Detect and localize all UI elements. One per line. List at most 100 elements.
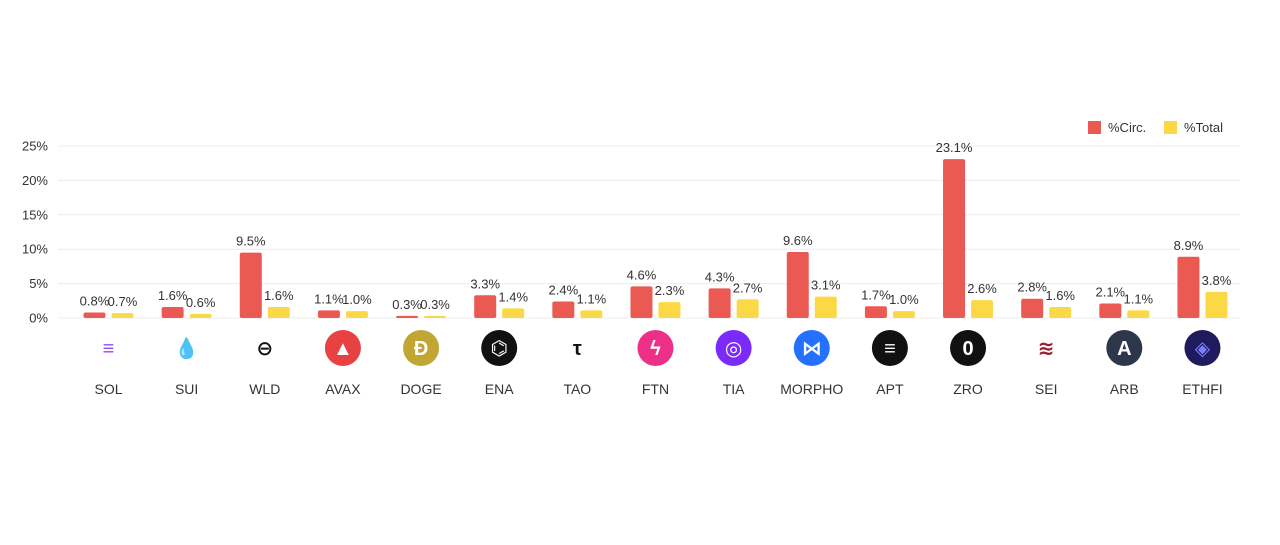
data-label: 2.7% (733, 280, 763, 295)
y-axis: 0% 5% 10% 15% 20% 25% (22, 139, 48, 326)
bar-circ-apt[interactable] (864, 306, 887, 318)
bar-total-wld[interactable] (267, 306, 290, 318)
bar-circ-avax[interactable] (317, 310, 340, 318)
bar-total-sol[interactable] (111, 313, 134, 318)
category-label: WLD (249, 381, 280, 397)
data-label: 3.8% (1202, 273, 1232, 288)
x-axis: SOL SUI WLD AVAX DOGE ENA TAO FTN TIA MORPHO APT ZR… (94, 381, 1222, 397)
svg-text:ϟ: ϟ (650, 338, 661, 360)
data-label: 2.6% (967, 281, 997, 296)
bar-total-ena[interactable] (502, 308, 525, 318)
svg-text:⌬: ⌬ (490, 338, 507, 360)
legend-item-total[interactable]: %Total (1164, 120, 1223, 135)
legend-label: %Circ. (1108, 120, 1146, 135)
y-tick-label: 15% (22, 207, 48, 222)
morpho-icon: ⋈ (793, 330, 830, 366)
svg-text:τ: τ (573, 338, 582, 360)
bar-circ-sol[interactable] (83, 312, 106, 318)
bar-total-doge[interactable] (424, 315, 447, 318)
svg-text:⋈: ⋈ (802, 338, 822, 360)
data-label: 1.0% (342, 292, 372, 307)
data-label: 3.1% (811, 278, 841, 293)
category-label: ZRO (953, 381, 983, 397)
data-label: 2.8% (1017, 280, 1047, 295)
category-label: ENA (485, 381, 514, 397)
category-label: APT (876, 381, 904, 397)
bar-total-sui[interactable] (189, 313, 212, 318)
data-label: 23.1% (936, 140, 973, 155)
bar-total-tia[interactable] (736, 299, 759, 318)
svg-text:▲: ▲ (333, 338, 353, 360)
bar-circ-tia[interactable] (708, 288, 731, 318)
data-label: 0.7% (108, 294, 138, 309)
bar-circ-sui[interactable] (161, 306, 184, 318)
data-label: 1.0% (889, 292, 919, 307)
data-label: 1.6% (158, 288, 188, 303)
bar-total-avax[interactable] (345, 311, 368, 318)
category-label: DOGE (400, 381, 441, 397)
data-label: 2.1% (1095, 285, 1125, 300)
data-label: 0.6% (186, 295, 216, 310)
arb-icon: A (1106, 330, 1143, 366)
data-label: 9.5% (236, 234, 266, 249)
data-label: 9.6% (783, 233, 813, 248)
bar-circ-ethfi[interactable] (1177, 256, 1200, 318)
bar-circ-ena[interactable] (474, 295, 497, 318)
wld-icon: ⊖ (246, 330, 283, 366)
bar-total-ethfi[interactable] (1205, 291, 1228, 318)
bar-total-apt[interactable] (892, 311, 915, 318)
bar-circ-sei[interactable] (1021, 298, 1044, 318)
svg-text:≡: ≡ (884, 338, 896, 360)
sui-icon: 💧 (168, 330, 205, 366)
tao-icon: τ (559, 330, 596, 366)
category-label: SOL (94, 381, 122, 397)
category-label: FTN (642, 381, 669, 397)
category-label: MORPHO (780, 381, 843, 397)
category-label: ARB (1110, 381, 1139, 397)
data-label: 0.3% (392, 297, 422, 312)
svg-text:≋: ≋ (1038, 338, 1055, 360)
data-label: 0.8% (80, 293, 110, 308)
category-label: SUI (175, 381, 198, 397)
legend: %Circ. %Total (1088, 120, 1223, 135)
y-tick-label: 0% (29, 311, 48, 326)
bar-total-morpho[interactable] (814, 296, 837, 318)
bar-total-tao[interactable] (580, 310, 603, 318)
bar-circ-wld[interactable] (239, 252, 262, 318)
data-label: 1.4% (498, 289, 528, 304)
svg-text:A: A (1117, 338, 1131, 360)
bar-circ-arb[interactable] (1099, 303, 1122, 318)
bar-total-zro[interactable] (971, 300, 994, 318)
category-label: ETHFI (1182, 381, 1222, 397)
y-tick-label: 25% (22, 139, 48, 154)
ethfi-icon: ◈ (1184, 330, 1221, 366)
bar-circ-doge[interactable] (396, 315, 419, 318)
bar-circ-tao[interactable] (552, 301, 575, 318)
svg-text:◎: ◎ (725, 338, 742, 360)
apt-icon: ≡ (871, 330, 908, 366)
data-label: 1.6% (1045, 288, 1075, 303)
bar-circ-morpho[interactable] (786, 251, 809, 318)
data-label: 2.3% (655, 283, 685, 298)
bar-total-arb[interactable] (1127, 310, 1150, 318)
legend-item-circ[interactable]: %Circ. (1088, 120, 1146, 135)
bars (83, 159, 1228, 318)
category-label: TAO (563, 381, 591, 397)
data-label: 3.3% (470, 276, 500, 291)
data-label: 4.3% (705, 269, 735, 284)
category-label: TIA (723, 381, 745, 397)
bar-total-ftn[interactable] (658, 302, 681, 318)
bar-total-sei[interactable] (1049, 306, 1072, 318)
bar-circ-ftn[interactable] (630, 286, 653, 318)
category-label: AVAX (325, 381, 361, 397)
legend-label: %Total (1184, 120, 1223, 135)
svg-text:◈: ◈ (1195, 338, 1211, 360)
bar-circ-zro[interactable] (943, 159, 966, 318)
data-labels: 0.8%0.7% 1.6%0.6%9.5%1.6% 1.1%1.0% 0.3%0.3%… (80, 140, 1232, 312)
ena-icon: ⌬ (481, 330, 518, 366)
data-label: 4.6% (627, 267, 657, 282)
legend-swatch (1088, 121, 1101, 134)
data-label: 1.7% (861, 287, 891, 302)
